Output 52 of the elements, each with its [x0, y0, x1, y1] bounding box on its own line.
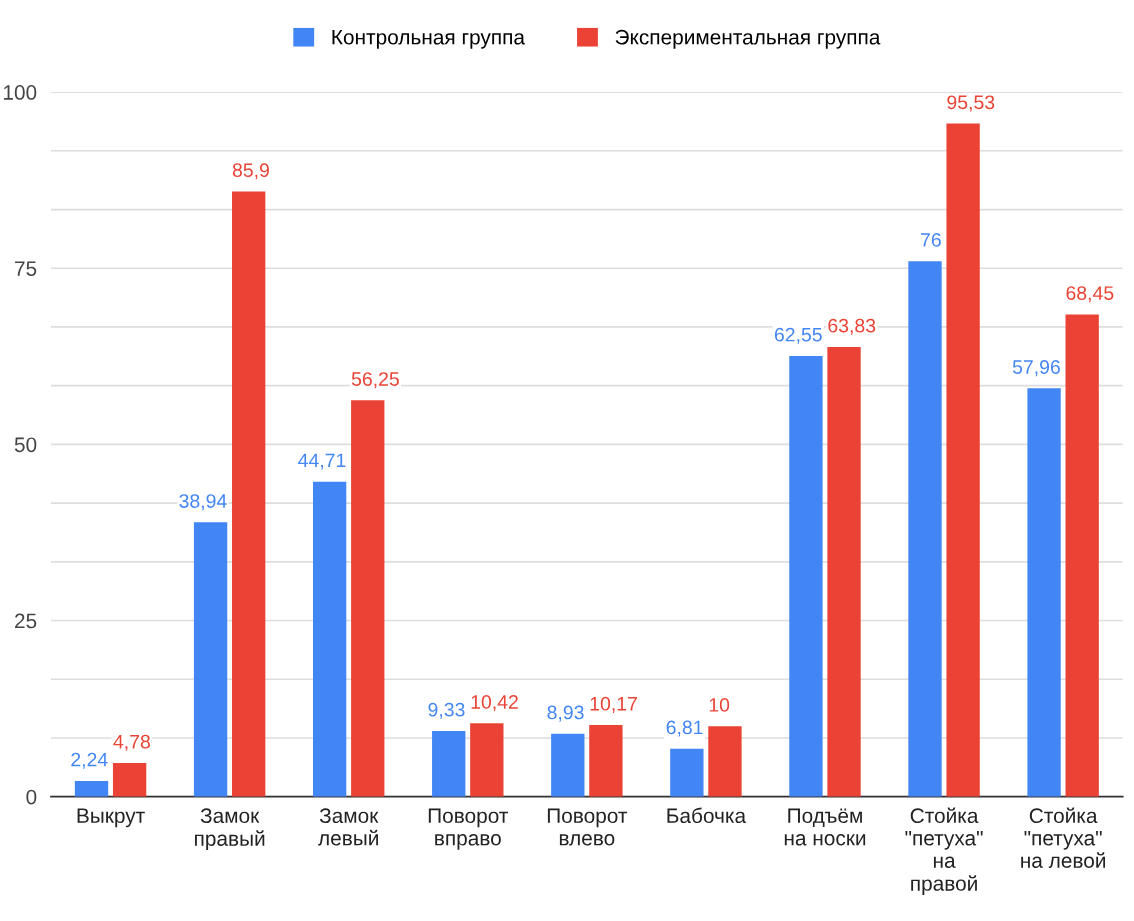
bar	[589, 725, 623, 797]
bar	[74, 780, 109, 797]
bar	[470, 723, 504, 797]
data-label: 10	[709, 698, 730, 712]
x-tick-label: Выкрут	[77, 808, 145, 828]
x-tick-label: Стойка "петуха" на правой	[905, 807, 983, 895]
x-tick-label: Замок правый	[195, 808, 265, 851]
x-tick-label: Подъём на носки	[784, 808, 866, 846]
bar	[946, 123, 980, 797]
data-label: 2,24	[71, 752, 108, 769]
x-tick-label: Стойка "петуха" на левой	[1021, 807, 1106, 868]
x-tick-label: Бабочка	[667, 807, 747, 824]
data-label: 62,55	[774, 327, 822, 344]
data-label: 9,33	[428, 702, 465, 719]
data-label: 85,9	[232, 163, 269, 180]
data-label: 6,81	[666, 720, 703, 737]
bar	[232, 191, 266, 797]
data-label: 8,93	[547, 705, 584, 722]
bar	[708, 726, 742, 797]
y-tick-label: 0	[26, 789, 37, 805]
data-label: 4,78	[113, 734, 150, 751]
bar	[827, 346, 861, 797]
x-tick-label: Поворот вправо	[428, 808, 509, 850]
data-label: 76	[921, 233, 941, 247]
data-label: 68,45	[1066, 286, 1114, 303]
bar	[112, 762, 147, 797]
x-tick-label: Замок левый	[318, 808, 379, 846]
y-tick-label: 50	[14, 437, 37, 453]
data-label: 57,96	[1012, 360, 1060, 377]
x-tick-label: Поворот влево	[547, 808, 628, 846]
bar	[908, 261, 942, 797]
legend-label: Контрольная группа	[332, 30, 525, 49]
data-label: 10,42	[471, 695, 518, 712]
bar	[312, 481, 347, 797]
y-tick-label: 75	[15, 261, 37, 276]
data-label: 56,25	[351, 372, 399, 389]
data-label: 63,83	[828, 318, 876, 335]
data-label: 44,71	[298, 453, 346, 470]
y-tick-label: 25	[15, 613, 37, 629]
y-tick-label: 100	[3, 85, 37, 100]
data-label: 10,17	[590, 696, 637, 713]
bar	[193, 522, 228, 797]
bar	[1027, 388, 1061, 797]
bar	[789, 355, 823, 797]
bar	[670, 748, 704, 797]
legend-label: Экспериментальная группа	[615, 29, 881, 49]
bar	[551, 733, 585, 797]
bar	[351, 400, 385, 797]
data-label: 95,53	[947, 95, 995, 112]
data-label: 38,94	[179, 494, 227, 511]
bar	[432, 730, 466, 797]
bar	[1065, 314, 1099, 797]
